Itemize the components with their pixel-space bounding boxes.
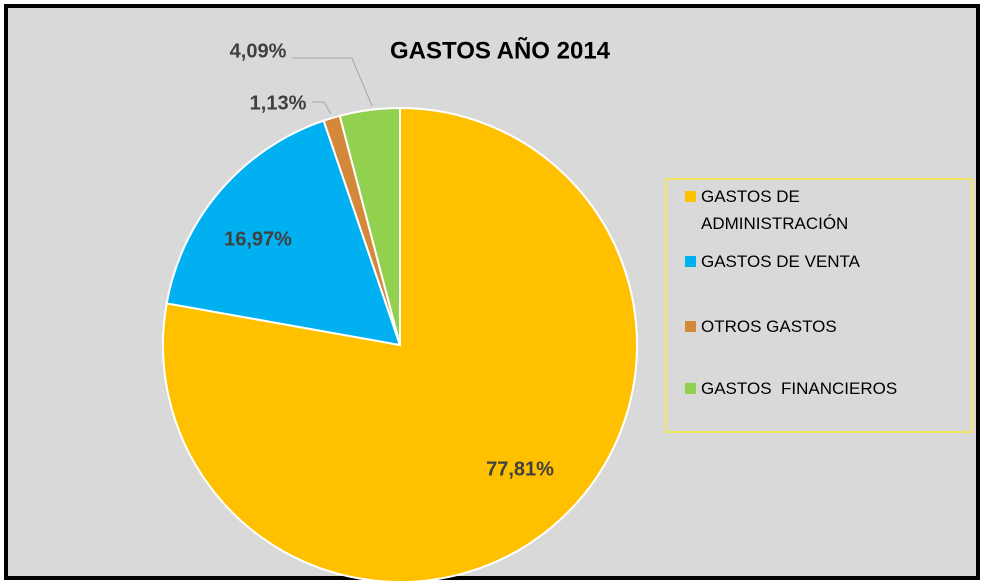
legend: GASTOS DE ADMINISTRACIÓN GASTOS DE VENTA O… — [665, 178, 973, 433]
legend-swatch — [685, 321, 696, 332]
legend-label: GASTOS DE ADMINISTRACIÓN — [701, 187, 849, 233]
legend-item: GASTOS FINANCIEROS — [685, 375, 955, 402]
leader-line — [292, 57, 373, 107]
data-label: 77,81% — [486, 458, 554, 480]
legend-item: GASTOS DE ADMINISTRACIÓN — [685, 183, 955, 237]
legend-item: OTROS GASTOS — [685, 313, 955, 340]
leader-line — [312, 101, 332, 115]
legend-label: OTROS GASTOS — [701, 317, 837, 336]
data-label: 1,13% — [250, 92, 307, 114]
pie-slice — [165, 119, 402, 347]
legend-swatch — [685, 383, 696, 394]
data-label: 16,97% — [224, 228, 292, 250]
chart-title: GASTOS AÑO 2014 — [390, 36, 611, 64]
pie-slice — [338, 106, 401, 346]
legend-label: GASTOS FINANCIEROS — [701, 379, 898, 398]
legend-swatch — [685, 191, 696, 202]
legend-label: GASTOS DE VENTA — [701, 252, 861, 271]
legend-item: GASTOS DE VENTA — [685, 248, 955, 275]
data-label: 4,09% — [230, 40, 287, 62]
legend-swatch — [685, 256, 696, 267]
